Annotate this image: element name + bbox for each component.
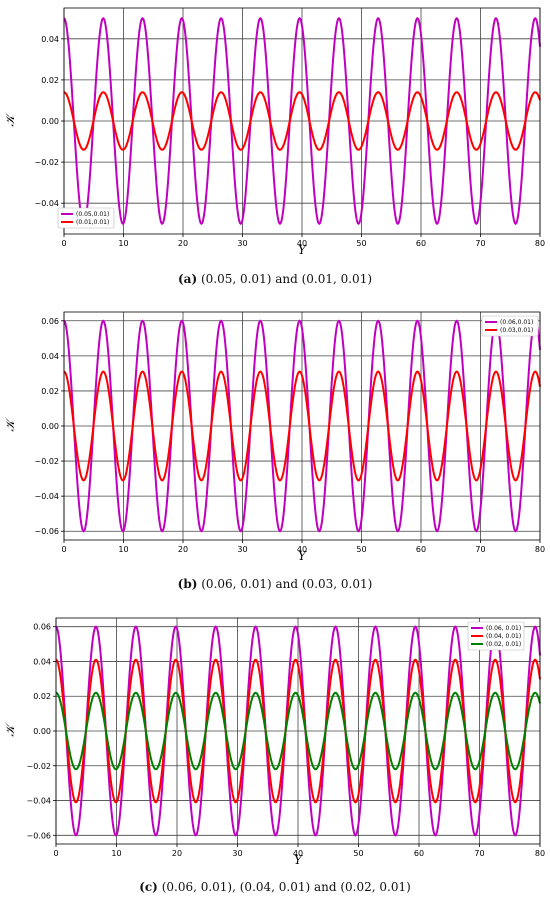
x-tick-label-0: 0 (61, 545, 66, 554)
legend-label-0: (0.06,0.01) (500, 319, 533, 326)
chart-c: 0 10 20 30 40 50 60 70 80 −0.06 −0.04 −0.02 0.00 0.02… (3, 617, 545, 867)
x-tick-label-8: 80 (535, 239, 545, 248)
y-tick-label-2: −0.02 (34, 457, 59, 466)
y-tick-label-2: −0.02 (26, 762, 51, 771)
y-tick-label-1: −0.04 (26, 797, 51, 806)
caption-c-text: (0.06, 0.01), (0.04, 0.01) and (0.02, 0.… (161, 880, 411, 894)
caption-b: (b) (0.06, 0.01) and (0.03, 0.01) (0, 577, 550, 591)
x-tick-label-3: 30 (237, 239, 247, 248)
panel-c: 0 10 20 30 40 50 60 70 80 −0.06 −0.04 −0.02 0.00 0.02… (0, 610, 550, 870)
series-line-0 (55, 625, 541, 837)
caption-b-text: (0.06, 0.01) and (0.03, 0.01) (201, 577, 373, 591)
y-tick-label-6: 0.06 (33, 623, 51, 632)
y-tick-label-2: 0.00 (41, 117, 59, 126)
x-tick-label-2: 20 (178, 239, 188, 248)
x-tick-label-4: 40 (297, 545, 307, 554)
x-tick-label-3: 30 (237, 545, 247, 554)
x-axis-label: Y (294, 853, 303, 867)
y-tick-label-3: 0.02 (41, 76, 59, 85)
series-line-0 (63, 319, 541, 533)
y-tick-label-0: −0.04 (34, 199, 59, 208)
y-tick-label-3: 0.00 (33, 727, 51, 736)
x-tick-label-7: 70 (475, 545, 485, 554)
y-axis-label: 𝒦 (3, 112, 17, 127)
panel-a: 0 10 20 30 40 50 60 70 80 −0.04 −0.02 0.00 0.02 0.04 Y… (0, 0, 550, 262)
y-tick-label-4: 0.02 (41, 387, 59, 396)
x-tick-label-7: 70 (474, 849, 484, 858)
chart-b: 0 10 20 30 40 50 60 70 80 −0.06 −0.04 −0.02 0.00 0.02… (3, 311, 545, 563)
x-tick-label-2: 20 (178, 545, 188, 554)
x-tick-label-2: 20 (172, 849, 182, 858)
y-tick-label-4: 0.02 (33, 692, 51, 701)
caption-a-text: (0.05, 0.01) and (0.01, 0.01) (200, 272, 373, 286)
y-tick-label-1: −0.02 (34, 158, 59, 167)
x-tick-label-6: 60 (414, 849, 424, 858)
x-tick-label-8: 80 (535, 849, 545, 858)
x-tick-label-4: 40 (293, 849, 303, 858)
x-tick-label-1: 10 (118, 239, 128, 248)
x-tick-label-1: 10 (111, 849, 121, 858)
legend: (0.06,0.01)(0.03,0.01) (481, 315, 539, 337)
x-tick-label-6: 60 (416, 545, 426, 554)
caption-b-label: (b) (177, 577, 198, 591)
panel-b: 0 10 20 30 40 50 60 70 80 −0.06 −0.04 −0.02 0.00 0.02… (0, 304, 550, 566)
x-tick-label-0: 0 (53, 849, 58, 858)
caption-a: (a) (0.05, 0.01) and (0.01, 0.01) (0, 272, 550, 286)
y-tick-label-5: 0.04 (33, 657, 51, 666)
y-tick-label-4: 0.04 (41, 35, 59, 44)
x-tick-label-7: 70 (475, 239, 485, 248)
y-tick-label-5: 0.04 (41, 352, 59, 361)
legend-label-1: (0.01,0.01) (76, 219, 109, 226)
x-tick-label-5: 50 (353, 849, 363, 858)
legend: (0.06, 0.01)(0.04, 0.01)(0.02, 0.01) (467, 621, 525, 651)
x-axis-label: Y (298, 549, 307, 563)
chart-a: 0 10 20 30 40 50 60 70 80 −0.04 −0.02 0.00 0.02 0.04 Y… (3, 7, 545, 257)
y-axis-label: 𝒦 (3, 417, 17, 432)
y-tick-label-1: −0.04 (34, 492, 59, 501)
legend-label-2: (0.02, 0.01) (486, 641, 521, 648)
series-line-0 (63, 16, 541, 226)
legend-label-0: (0.06, 0.01) (486, 625, 521, 632)
caption-a-label: (a) (177, 272, 198, 286)
x-tick-label-8: 80 (535, 545, 545, 554)
series-line-1 (63, 370, 541, 482)
x-tick-label-3: 30 (232, 849, 242, 858)
y-tick-label-6: 0.06 (41, 317, 59, 326)
y-tick-label-0: −0.06 (34, 527, 59, 536)
x-tick-label-5: 50 (356, 239, 366, 248)
x-tick-label-6: 60 (416, 239, 426, 248)
legend-label-1: (0.04, 0.01) (486, 633, 521, 640)
x-axis-label: Y (298, 243, 307, 257)
x-tick-label-0: 0 (61, 239, 66, 248)
series-line-2 (55, 691, 541, 771)
x-tick-label-5: 50 (356, 545, 366, 554)
legend-label-0: (0.05,0.01) (76, 211, 109, 218)
series-line-1 (55, 658, 541, 804)
y-axis-label: 𝒦 (3, 722, 17, 737)
series-line-1 (63, 91, 541, 151)
caption-c-label: (c) (139, 880, 158, 894)
x-tick-label-4: 40 (297, 239, 307, 248)
caption-c: (c) (0.06, 0.01), (0.04, 0.01) and (0.02… (0, 880, 550, 894)
y-tick-label-0: −0.06 (26, 831, 51, 840)
y-tick-label-3: 0.00 (41, 422, 59, 431)
legend-label-1: (0.03,0.01) (500, 327, 533, 334)
x-tick-label-1: 10 (118, 545, 128, 554)
legend: (0.05,0.01)(0.01,0.01) (57, 207, 115, 229)
